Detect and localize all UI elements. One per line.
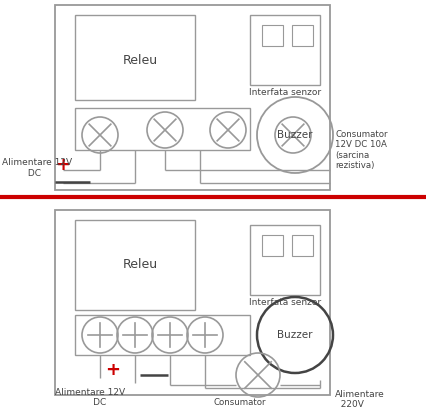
Bar — [55, 5, 329, 190]
Text: Interfata senzor: Interfata senzor — [248, 298, 320, 307]
Bar — [75, 15, 195, 100]
Text: +: + — [55, 156, 70, 174]
Bar — [262, 25, 282, 46]
Bar — [75, 220, 195, 310]
Bar — [249, 225, 319, 295]
Text: Interfata senzor: Interfata senzor — [248, 88, 320, 97]
Text: Consumator
10A (sarcina
rezistiva): Consumator 10A (sarcina rezistiva) — [213, 398, 266, 408]
Text: Alimentare 12V
         DC: Alimentare 12V DC — [2, 158, 72, 178]
Bar — [55, 210, 329, 395]
Text: Releu: Releu — [122, 259, 157, 271]
Bar — [291, 235, 312, 256]
Text: Buzzer: Buzzer — [276, 130, 312, 140]
Bar — [75, 315, 249, 355]
Text: Buzzer: Buzzer — [276, 330, 312, 340]
Bar — [249, 15, 319, 85]
Text: Alimentare
  220V: Alimentare 220V — [334, 390, 384, 408]
Bar — [262, 235, 282, 256]
Bar — [291, 25, 312, 46]
Text: Consumator
12V DC 10A
(sarcina
rezistiva): Consumator 12V DC 10A (sarcina rezistiva… — [334, 130, 386, 170]
Bar — [75, 108, 249, 150]
Text: Alimentare 12V
       DC: Alimentare 12V DC — [55, 388, 125, 408]
Text: Releu: Releu — [122, 53, 157, 67]
Text: +: + — [105, 361, 120, 379]
